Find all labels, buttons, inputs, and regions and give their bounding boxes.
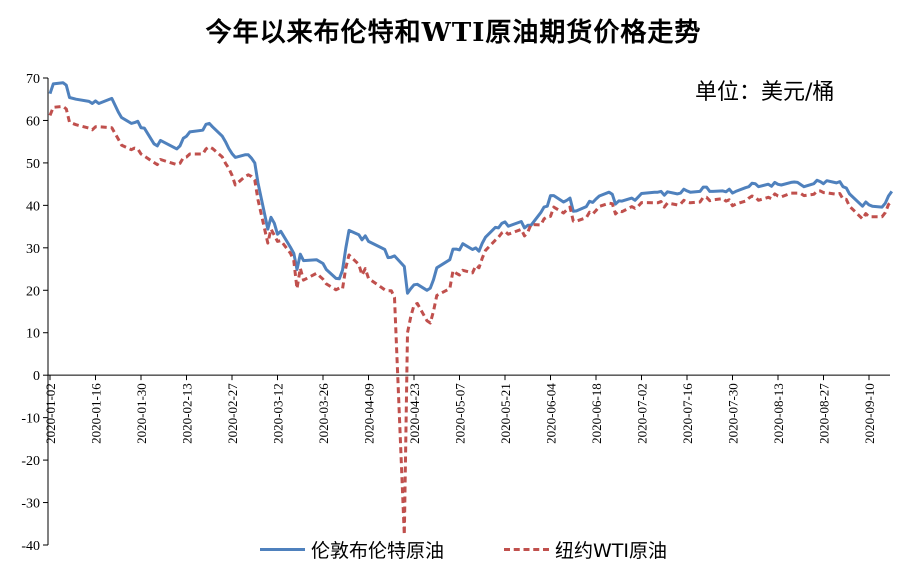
legend-item-wti: 纽约WTI原油 [504, 536, 667, 563]
y-tick-label: 30 [26, 242, 40, 257]
x-tick-label: 2020-01-30 [134, 383, 149, 444]
x-tick-label: 2020-06-04 [544, 383, 559, 444]
x-tick-label: 2020-02-13 [180, 383, 195, 444]
y-tick-label: 10 [26, 327, 40, 342]
x-tick-label: 2020-07-16 [680, 383, 695, 444]
y-tick-label: -30 [21, 497, 40, 512]
x-tick-label: 2020-01-16 [89, 383, 104, 444]
y-tick-label: 0 [33, 369, 40, 384]
series-line-brent [48, 81, 894, 295]
x-axis-ticks: 2020-01-02 2020-01-16 2020-01-30 2020-02-13… [43, 375, 877, 444]
legend: 伦敦布伦特原油 纽约WTI原油 [260, 536, 727, 563]
x-tick-label: 2020-02-27 [225, 383, 240, 444]
legend-item-brent: 伦敦布伦特原油 [260, 536, 444, 563]
x-tick-label: 2020-07-02 [635, 383, 650, 444]
x-tick-label: 2020-04-23 [407, 383, 422, 444]
y-tick-label: 20 [26, 284, 40, 299]
y-tick-label: 60 [26, 114, 40, 129]
y-tick-label: 40 [26, 199, 40, 214]
x-tick-label: 2020-08-27 [817, 383, 832, 444]
x-tick-label: 2020-05-21 [498, 383, 513, 444]
chart-title: 今年以来布伦特和WTI原油期货价格走势 [205, 18, 702, 48]
axes [47, 78, 890, 545]
x-tick-label: 2020-09-10 [862, 383, 877, 444]
y-tick-label: -40 [21, 539, 40, 554]
series-lines [48, 81, 894, 537]
series-line-wti [48, 104, 893, 537]
x-tick-label: 2020-01-02 [43, 383, 58, 444]
y-axis-ticks: 70 60 50 40 30 20 10 0 -10 -20 -30 -40 [21, 72, 48, 554]
y-tick-label: -10 [21, 412, 40, 427]
legend-label-brent: 伦敦布伦特原油 [311, 540, 445, 562]
x-tick-label: 2020-07-30 [726, 383, 741, 444]
x-tick-label: 2020-03-12 [271, 383, 286, 444]
x-tick-label: 2020-06-18 [589, 383, 604, 444]
x-tick-label: 2020-08-13 [771, 383, 786, 444]
x-tick-label: 2020-05-07 [453, 383, 468, 444]
x-tick-label: 2020-03-26 [316, 383, 331, 444]
y-tick-label: 50 [26, 157, 40, 172]
y-tick-label: -20 [21, 454, 40, 469]
legend-label-wti: 纽约WTI原油 [555, 540, 668, 562]
legend-swatch-wti [504, 548, 550, 551]
y-tick-label: 70 [26, 72, 40, 87]
x-tick-label: 2020-04-09 [362, 383, 377, 444]
legend-swatch-brent [260, 548, 305, 551]
unit-label: 单位：美元/桶 [695, 80, 835, 105]
